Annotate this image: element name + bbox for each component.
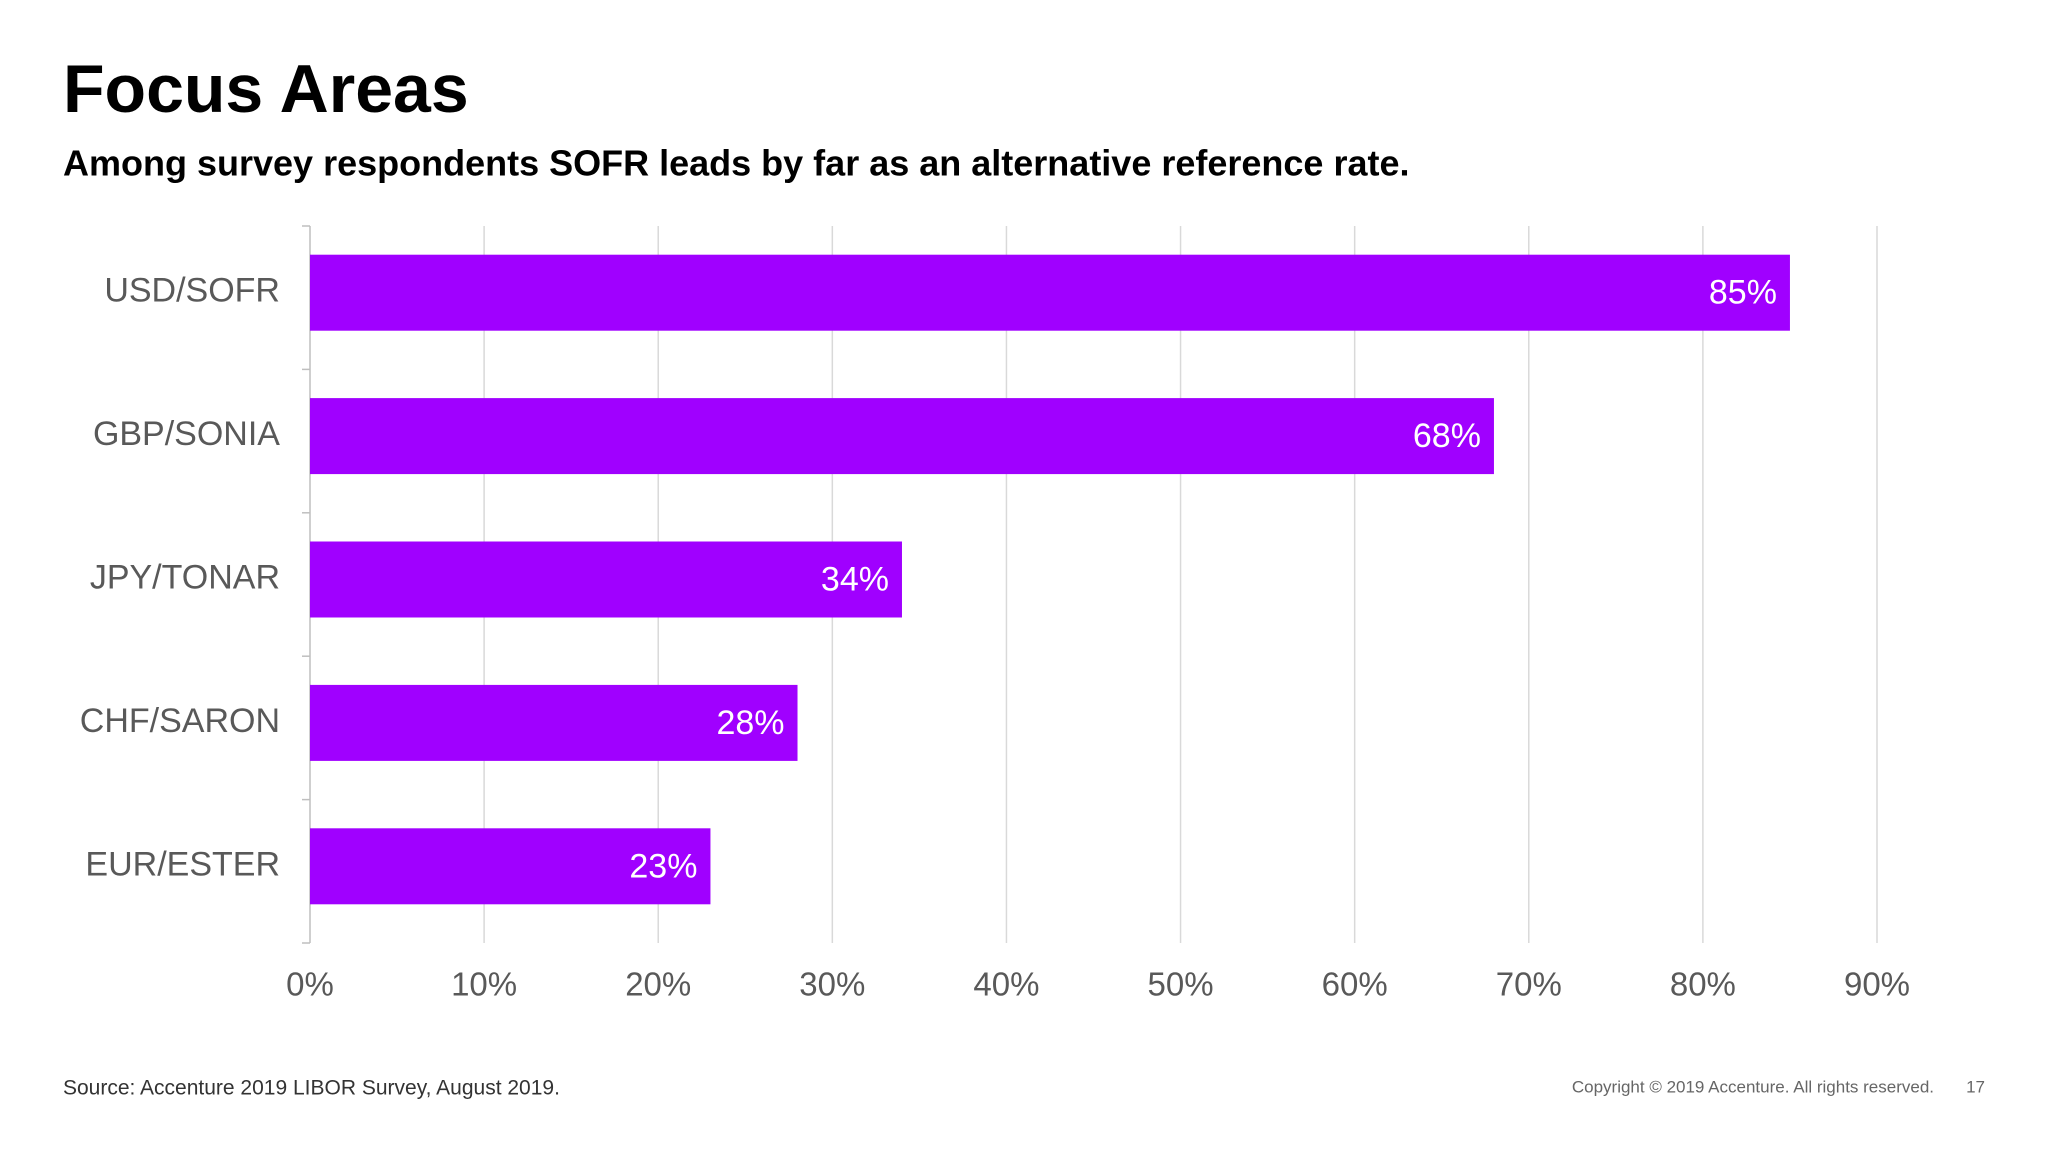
value-label: 68% bbox=[1413, 417, 1481, 455]
x-tick-label: 40% bbox=[973, 966, 1039, 1003]
y-tick-label: EUR/ESTER bbox=[85, 845, 280, 883]
value-label: 23% bbox=[629, 847, 697, 885]
value-label: 28% bbox=[716, 704, 784, 742]
bar bbox=[310, 541, 902, 618]
x-tick-label: 50% bbox=[1148, 966, 1214, 1003]
x-tick-label: 60% bbox=[1322, 966, 1388, 1003]
bar bbox=[310, 684, 798, 761]
bar bbox=[310, 254, 1790, 331]
y-tick-label: USD/SOFR bbox=[104, 272, 280, 310]
x-tick-label: 30% bbox=[799, 966, 865, 1003]
value-label: 34% bbox=[821, 560, 889, 598]
x-tick-label: 10% bbox=[451, 966, 517, 1003]
copyright: Copyright © 2019 Accenture. All rights r… bbox=[1572, 1077, 1934, 1096]
x-tick-label: 90% bbox=[1844, 966, 1910, 1003]
source-note: Source: Accenture 2019 LIBOR Survey, Aug… bbox=[63, 1077, 560, 1100]
value-label: 85% bbox=[1709, 274, 1777, 312]
x-tick-label: 70% bbox=[1496, 966, 1562, 1003]
x-tick-label: 20% bbox=[625, 966, 691, 1003]
y-tick-label: JPY/TONAR bbox=[90, 558, 280, 596]
x-tick-label: 0% bbox=[286, 966, 334, 1003]
chart-title: Focus Areas bbox=[63, 51, 469, 127]
x-tick-label: 80% bbox=[1670, 966, 1736, 1003]
y-tick-label: GBP/SONIA bbox=[93, 415, 280, 453]
chart-subtitle: Among survey respondents SOFR leads by f… bbox=[63, 143, 1410, 184]
bar bbox=[310, 398, 1494, 475]
bar bbox=[310, 828, 711, 905]
y-tick-label: CHF/SARON bbox=[80, 702, 280, 740]
page-number: 17 bbox=[1966, 1077, 1985, 1096]
